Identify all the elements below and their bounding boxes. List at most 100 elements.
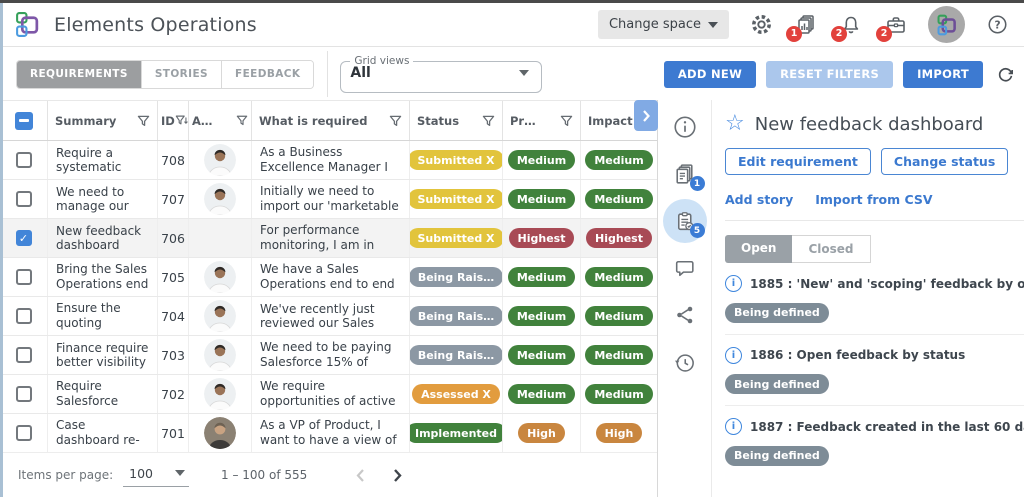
refresh-button[interactable]: [995, 64, 1016, 85]
summary-cell[interactable]: Ensure the quoting capability: [48, 297, 158, 335]
table-row[interactable]: Require Salesforce opportunity data 702 …: [0, 375, 657, 414]
add-story-link[interactable]: Add story: [725, 192, 794, 207]
status-badge[interactable]: Assessed X: [412, 384, 500, 404]
list-item[interactable]: i 1886 : Open feedback by status Being d…: [725, 335, 1024, 406]
filter-icon[interactable]: [482, 115, 495, 127]
table-row[interactable]: New feedback dashboard 706 For performan…: [0, 219, 657, 258]
col-summary[interactable]: Summary: [48, 101, 158, 140]
items-per-page-select[interactable]: 100: [123, 464, 190, 487]
summary-cell[interactable]: Require Salesforce opportunity data: [48, 375, 158, 413]
impact-badge[interactable]: Medium: [585, 384, 653, 404]
table-row[interactable]: Finance require better visibility 703 We…: [0, 336, 657, 375]
row-checkbox[interactable]: [15, 269, 32, 285]
filter-icon[interactable]: [236, 115, 248, 126]
table-row[interactable]: Bring the Sales Operations end to 705 We…: [0, 258, 657, 297]
summary-cell[interactable]: We need to manage our: [48, 180, 158, 218]
status-badge[interactable]: Submitted X: [410, 150, 502, 170]
required-cell[interactable]: As a VP of Product, I want to have a vie…: [252, 414, 410, 452]
col-required[interactable]: What is required: [252, 101, 410, 140]
tab-feedback[interactable]: FEEDBACK: [221, 60, 314, 88]
status-badge[interactable]: Submitted X: [410, 189, 502, 209]
row-checkbox[interactable]: [15, 152, 32, 168]
col-id[interactable]: ID: [158, 101, 189, 140]
panel-tab-share[interactable]: [671, 301, 699, 329]
col-priority[interactable]: Pr…: [503, 101, 581, 140]
settings-button[interactable]: [748, 12, 774, 38]
collapse-panel-button[interactable]: [634, 100, 658, 131]
summary-cell[interactable]: Bring the Sales Operations end to: [48, 258, 158, 296]
list-item[interactable]: i 1887 : Feedback created in the last 60…: [725, 406, 1024, 477]
workspace-button[interactable]: 2: [876, 12, 909, 42]
import-button[interactable]: IMPORT: [903, 60, 983, 88]
table-row[interactable]: Require a systematic 708 As a Business E…: [0, 141, 657, 180]
import-from-csv-link[interactable]: Import from CSV: [815, 192, 933, 207]
status-badge[interactable]: Being Rais…: [410, 345, 502, 365]
priority-badge[interactable]: Medium: [507, 267, 576, 287]
edit-requirement-button[interactable]: Edit requirement: [725, 148, 871, 175]
panel-tab-documents[interactable]: 1: [671, 160, 705, 191]
summary-cell[interactable]: Finance require better visibility: [48, 336, 158, 374]
filter-icon[interactable]: [137, 115, 150, 127]
panel-tab-history[interactable]: [671, 348, 699, 376]
next-page-button[interactable]: [392, 468, 403, 483]
col-impact[interactable]: Impact: [581, 101, 657, 140]
status-badge[interactable]: Implemented: [410, 423, 502, 443]
summary-cell[interactable]: Require a systematic: [48, 141, 158, 179]
filter-icon[interactable]: [560, 115, 573, 127]
impact-badge[interactable]: Medium: [585, 345, 653, 365]
required-cell[interactable]: We need to be paying Salesforce 15% of e…: [252, 336, 410, 374]
toggle-open[interactable]: Open: [725, 235, 793, 263]
tab-requirements[interactable]: REQUIREMENTS: [17, 60, 141, 88]
row-checkbox[interactable]: [15, 386, 32, 402]
impact-badge[interactable]: Medium: [585, 306, 653, 326]
table-row[interactable]: Case dashboard re-design 701 As a VP of …: [0, 414, 657, 453]
filter-sort-icon[interactable]: [175, 114, 189, 127]
reports-button[interactable]: 1: [786, 12, 819, 42]
priority-badge[interactable]: Medium: [507, 345, 576, 365]
priority-badge[interactable]: Medium: [507, 306, 576, 326]
panel-tab-comments[interactable]: [671, 254, 699, 282]
col-status[interactable]: Status: [410, 101, 503, 140]
priority-badge[interactable]: Highest: [508, 228, 575, 248]
filter-icon[interactable]: [389, 115, 402, 127]
change-space-button[interactable]: Change space: [597, 10, 729, 39]
grid-views-select[interactable]: Grid views All: [340, 55, 543, 93]
reset-filters-button[interactable]: RESET FILTERS: [766, 60, 894, 88]
col-assignee[interactable]: A…: [189, 101, 252, 140]
row-checkbox[interactable]: [15, 191, 32, 207]
impact-badge[interactable]: High: [595, 423, 643, 443]
required-cell[interactable]: We have a Sales Operations end to end di…: [252, 258, 410, 296]
status-badge[interactable]: Submitted X: [410, 228, 502, 248]
row-checkbox[interactable]: [15, 425, 32, 441]
table-row[interactable]: Ensure the quoting capability 704 We've …: [0, 297, 657, 336]
toggle-closed[interactable]: Closed: [792, 235, 871, 263]
priority-badge[interactable]: High: [518, 423, 565, 443]
summary-cell[interactable]: Case dashboard re-design: [48, 414, 158, 452]
status-badge[interactable]: Being Rais…: [410, 267, 502, 287]
priority-badge[interactable]: Medium: [507, 189, 576, 209]
select-all-checkbox[interactable]: [14, 111, 33, 130]
table-row[interactable]: We need to manage our 707 Initially we n…: [0, 180, 657, 219]
priority-badge[interactable]: Medium: [507, 150, 576, 170]
required-cell[interactable]: We've recently just reviewed our Sales: [252, 297, 410, 335]
row-checkbox[interactable]: [15, 230, 32, 246]
summary-cell[interactable]: New feedback dashboard: [48, 219, 158, 257]
required-cell[interactable]: Initially we need to import our 'marketa…: [252, 180, 410, 218]
help-button[interactable]: ?: [984, 12, 1010, 38]
row-checkbox[interactable]: [15, 308, 32, 324]
required-cell[interactable]: We require opportunities of active accou…: [252, 375, 410, 413]
impact-badge[interactable]: Medium: [585, 189, 653, 209]
user-avatar[interactable]: [928, 6, 965, 43]
change-status-button[interactable]: Change status: [880, 148, 1009, 175]
prev-page-button[interactable]: [355, 468, 366, 483]
priority-badge[interactable]: Medium: [507, 384, 576, 404]
favorite-star-icon[interactable]: ☆: [725, 111, 745, 136]
list-item[interactable]: i 1885 : 'New' and 'scoping' feedback by…: [725, 263, 1024, 335]
add-new-button[interactable]: ADD NEW: [663, 60, 757, 88]
impact-badge[interactable]: Highest: [586, 228, 652, 248]
impact-badge[interactable]: Medium: [585, 150, 653, 170]
required-cell[interactable]: As a Business Excellence Manager I want …: [252, 141, 410, 179]
status-badge[interactable]: Being Rais…: [410, 306, 502, 326]
panel-tab-info[interactable]: [671, 113, 699, 141]
row-checkbox[interactable]: [15, 347, 32, 363]
